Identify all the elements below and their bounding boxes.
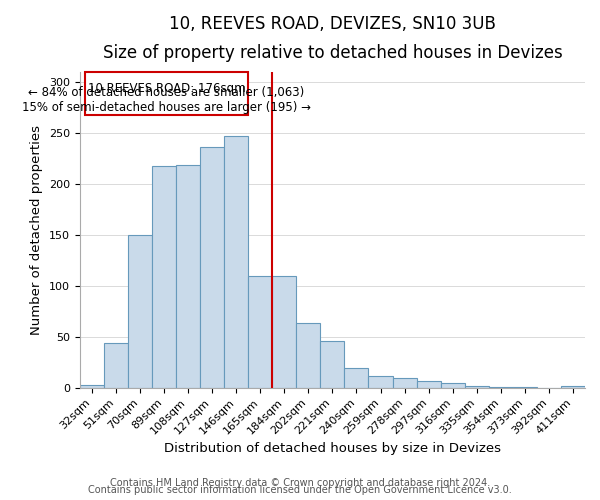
Bar xyxy=(176,164,200,388)
Bar xyxy=(104,343,128,388)
Text: 10 REEVES ROAD: 176sqm: 10 REEVES ROAD: 176sqm xyxy=(88,82,245,96)
Bar xyxy=(320,341,344,388)
Bar xyxy=(465,386,489,388)
Bar xyxy=(368,376,392,388)
Text: Contains HM Land Registry data © Crown copyright and database right 2024.: Contains HM Land Registry data © Crown c… xyxy=(110,478,490,488)
FancyBboxPatch shape xyxy=(85,72,248,115)
Bar xyxy=(200,148,224,388)
Bar xyxy=(272,276,296,388)
Bar xyxy=(513,386,537,388)
Bar xyxy=(80,384,104,388)
Title: 10, REEVES ROAD, DEVIZES, SN10 3UB
Size of property relative to detached houses : 10, REEVES ROAD, DEVIZES, SN10 3UB Size … xyxy=(103,15,562,62)
Y-axis label: Number of detached properties: Number of detached properties xyxy=(31,125,43,335)
Text: 15% of semi-detached houses are larger (195) →: 15% of semi-detached houses are larger (… xyxy=(22,101,311,114)
Bar xyxy=(224,136,248,388)
Bar xyxy=(296,322,320,388)
Bar xyxy=(440,382,465,388)
Bar xyxy=(561,386,585,388)
Bar xyxy=(416,380,440,388)
Bar xyxy=(392,378,416,388)
Text: ← 84% of detached houses are smaller (1,063): ← 84% of detached houses are smaller (1,… xyxy=(28,86,305,99)
Text: Contains public sector information licensed under the Open Government Licence v3: Contains public sector information licen… xyxy=(88,485,512,495)
Bar xyxy=(128,235,152,388)
Bar xyxy=(344,368,368,388)
Bar xyxy=(152,166,176,388)
X-axis label: Distribution of detached houses by size in Devizes: Distribution of detached houses by size … xyxy=(164,442,501,455)
Bar xyxy=(248,276,272,388)
Bar xyxy=(489,386,513,388)
